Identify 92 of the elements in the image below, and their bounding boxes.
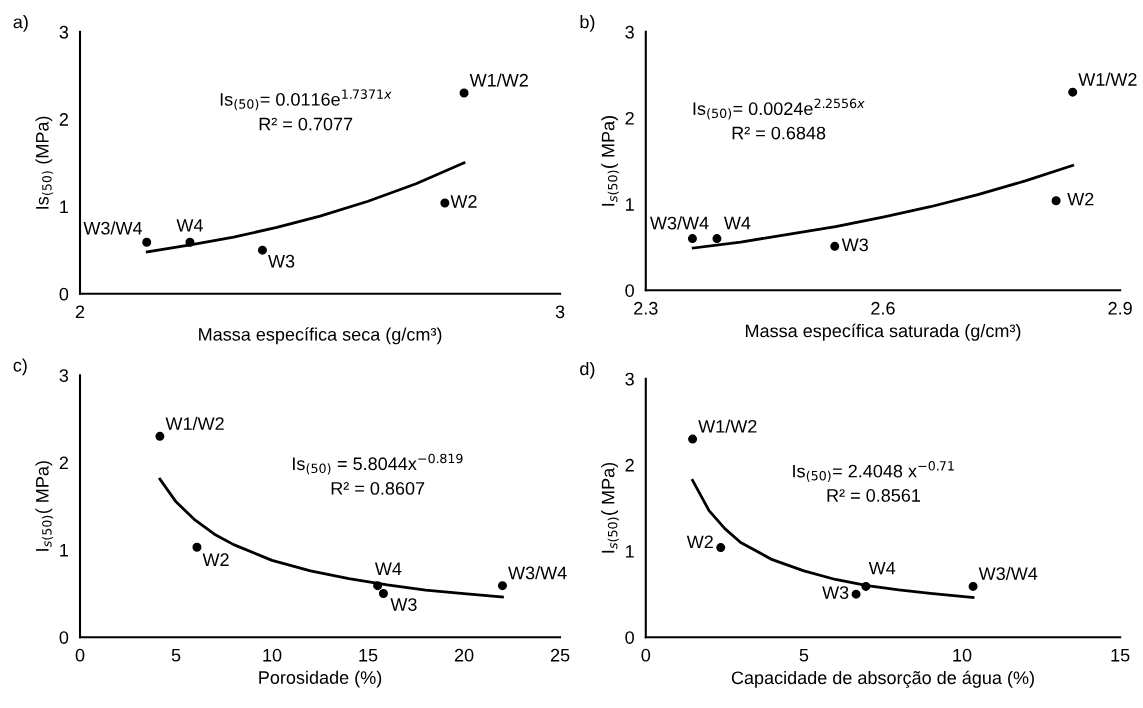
x-tick-label: 15 [1111, 648, 1130, 662]
annotation: Is$_{(50)}$= 2.4048 x$^{−0.71}$ [793, 461, 954, 482]
annotation: W2 [686, 535, 713, 549]
y-tick-label: 2 [59, 113, 68, 126]
point [373, 581, 383, 591]
annotation: W1/W2 [1078, 72, 1137, 86]
y-axis-title: I$_{s(50)}$( MPa) [601, 116, 619, 206]
point [497, 581, 507, 591]
text: c) [13, 358, 27, 376]
y-tick-label: 0 [625, 631, 634, 644]
annotation: W2 [450, 195, 477, 208]
point [378, 589, 388, 599]
y-tick-label: 0 [625, 284, 634, 297]
y-tick-label: 2 [59, 456, 68, 470]
point [155, 431, 165, 441]
y-axis-title: Is$_{(50)}$ (MPa) [35, 116, 54, 209]
annotation: Is$_{(50)}$= 0.0116e$^{1.7371x}$ [220, 89, 392, 111]
x-axis-title: Porosidade (%) [259, 670, 382, 688]
annotation: W3/W4 [83, 221, 143, 235]
y-axis-title: I$_{s(50)}$( MPa) [601, 462, 619, 553]
annotation: W3/W4 [508, 566, 567, 580]
x-tick-label: 0 [75, 648, 85, 662]
annotation: W3 [841, 238, 868, 252]
annotation: R² = 0.6848 [732, 126, 826, 140]
y-tick-label: 0 [59, 287, 69, 301]
text: a) [13, 15, 28, 32]
y-tick-label: 1 [626, 198, 634, 211]
annotation: W3 [268, 254, 295, 268]
annotation: W4 [176, 219, 203, 232]
point [830, 241, 840, 251]
x-tick-label: 2.3 [634, 301, 658, 315]
x-tick-label: 2 [75, 305, 85, 319]
point [440, 198, 450, 208]
point [185, 237, 195, 247]
annotation: R² = 0.8561 [827, 489, 921, 502]
x-tick-label: 10 [953, 648, 972, 662]
y-tick-label: 1 [626, 545, 634, 558]
annotation: W3/W4 [650, 216, 709, 230]
y-tick-label: 3 [625, 25, 634, 39]
y-tick-label: 1 [60, 200, 69, 214]
point [142, 237, 152, 247]
y-tick-label: 3 [59, 369, 69, 382]
y-tick-label: 3 [625, 372, 634, 386]
point [712, 234, 722, 244]
y-tick-label: 2 [625, 458, 634, 472]
point [257, 245, 267, 255]
annotation: W3 [822, 586, 849, 599]
annotation: Is$_{(50)}$ = 5.8044x$^{−0.819}$ [293, 453, 463, 475]
y-tick-label: 0 [59, 631, 69, 644]
point [459, 88, 469, 98]
x-tick-label: 25 [550, 648, 570, 662]
line-series [158, 477, 504, 599]
text: d) [580, 361, 595, 379]
y-tick-label: 3 [59, 25, 69, 39]
annotation: W3 [390, 598, 417, 611]
x-tick-label: 20 [454, 648, 474, 662]
point [1051, 196, 1061, 206]
point [716, 543, 726, 553]
text: b) [580, 15, 595, 32]
x-tick-label: 5 [171, 648, 181, 662]
x-axis-title: Massa específica saturada (g/cm³) [745, 323, 1021, 341]
y-tick-label: 1 [60, 544, 69, 557]
annotation: W3/W4 [978, 566, 1038, 581]
annotation: W4 [868, 561, 896, 575]
annotation: W2 [1067, 192, 1094, 206]
x-axis-title: Capacidade de absorção de água (%) [731, 670, 1034, 688]
point [1068, 87, 1078, 97]
annotation: W2 [202, 553, 229, 566]
x-axis-title: Massa específica seca (g/cm³) [199, 327, 442, 345]
x-tick-label: 15 [359, 648, 378, 662]
x-tick-label: 3 [555, 305, 565, 319]
y-axis-title: I$_{s(50)}$( MPa) [35, 461, 54, 551]
annotation: R² = 0.7077 [259, 117, 353, 131]
x-tick-label: 5 [799, 648, 809, 662]
point [192, 542, 202, 552]
x-tick-label: 2.9 [1108, 301, 1132, 315]
point [687, 234, 697, 244]
annotation: W1/W2 [698, 419, 757, 433]
annotation: Is$_{(50)}$= 0.0024e$^{2.2556x}$ [693, 98, 865, 120]
point [851, 589, 861, 599]
y-tick-label: 2 [625, 111, 634, 125]
point [968, 581, 978, 591]
x-tick-label: 2.6 [871, 301, 895, 315]
annotation: W4 [723, 216, 751, 230]
x-tick-label: 10 [263, 648, 282, 662]
annotation: W1/W2 [165, 416, 224, 431]
annotation: W1/W2 [469, 73, 528, 87]
point [688, 434, 698, 444]
annotation: R² = 0.8607 [331, 482, 425, 495]
x-tick-label: 0 [641, 648, 651, 662]
annotation: W4 [374, 562, 402, 575]
point [861, 581, 871, 591]
